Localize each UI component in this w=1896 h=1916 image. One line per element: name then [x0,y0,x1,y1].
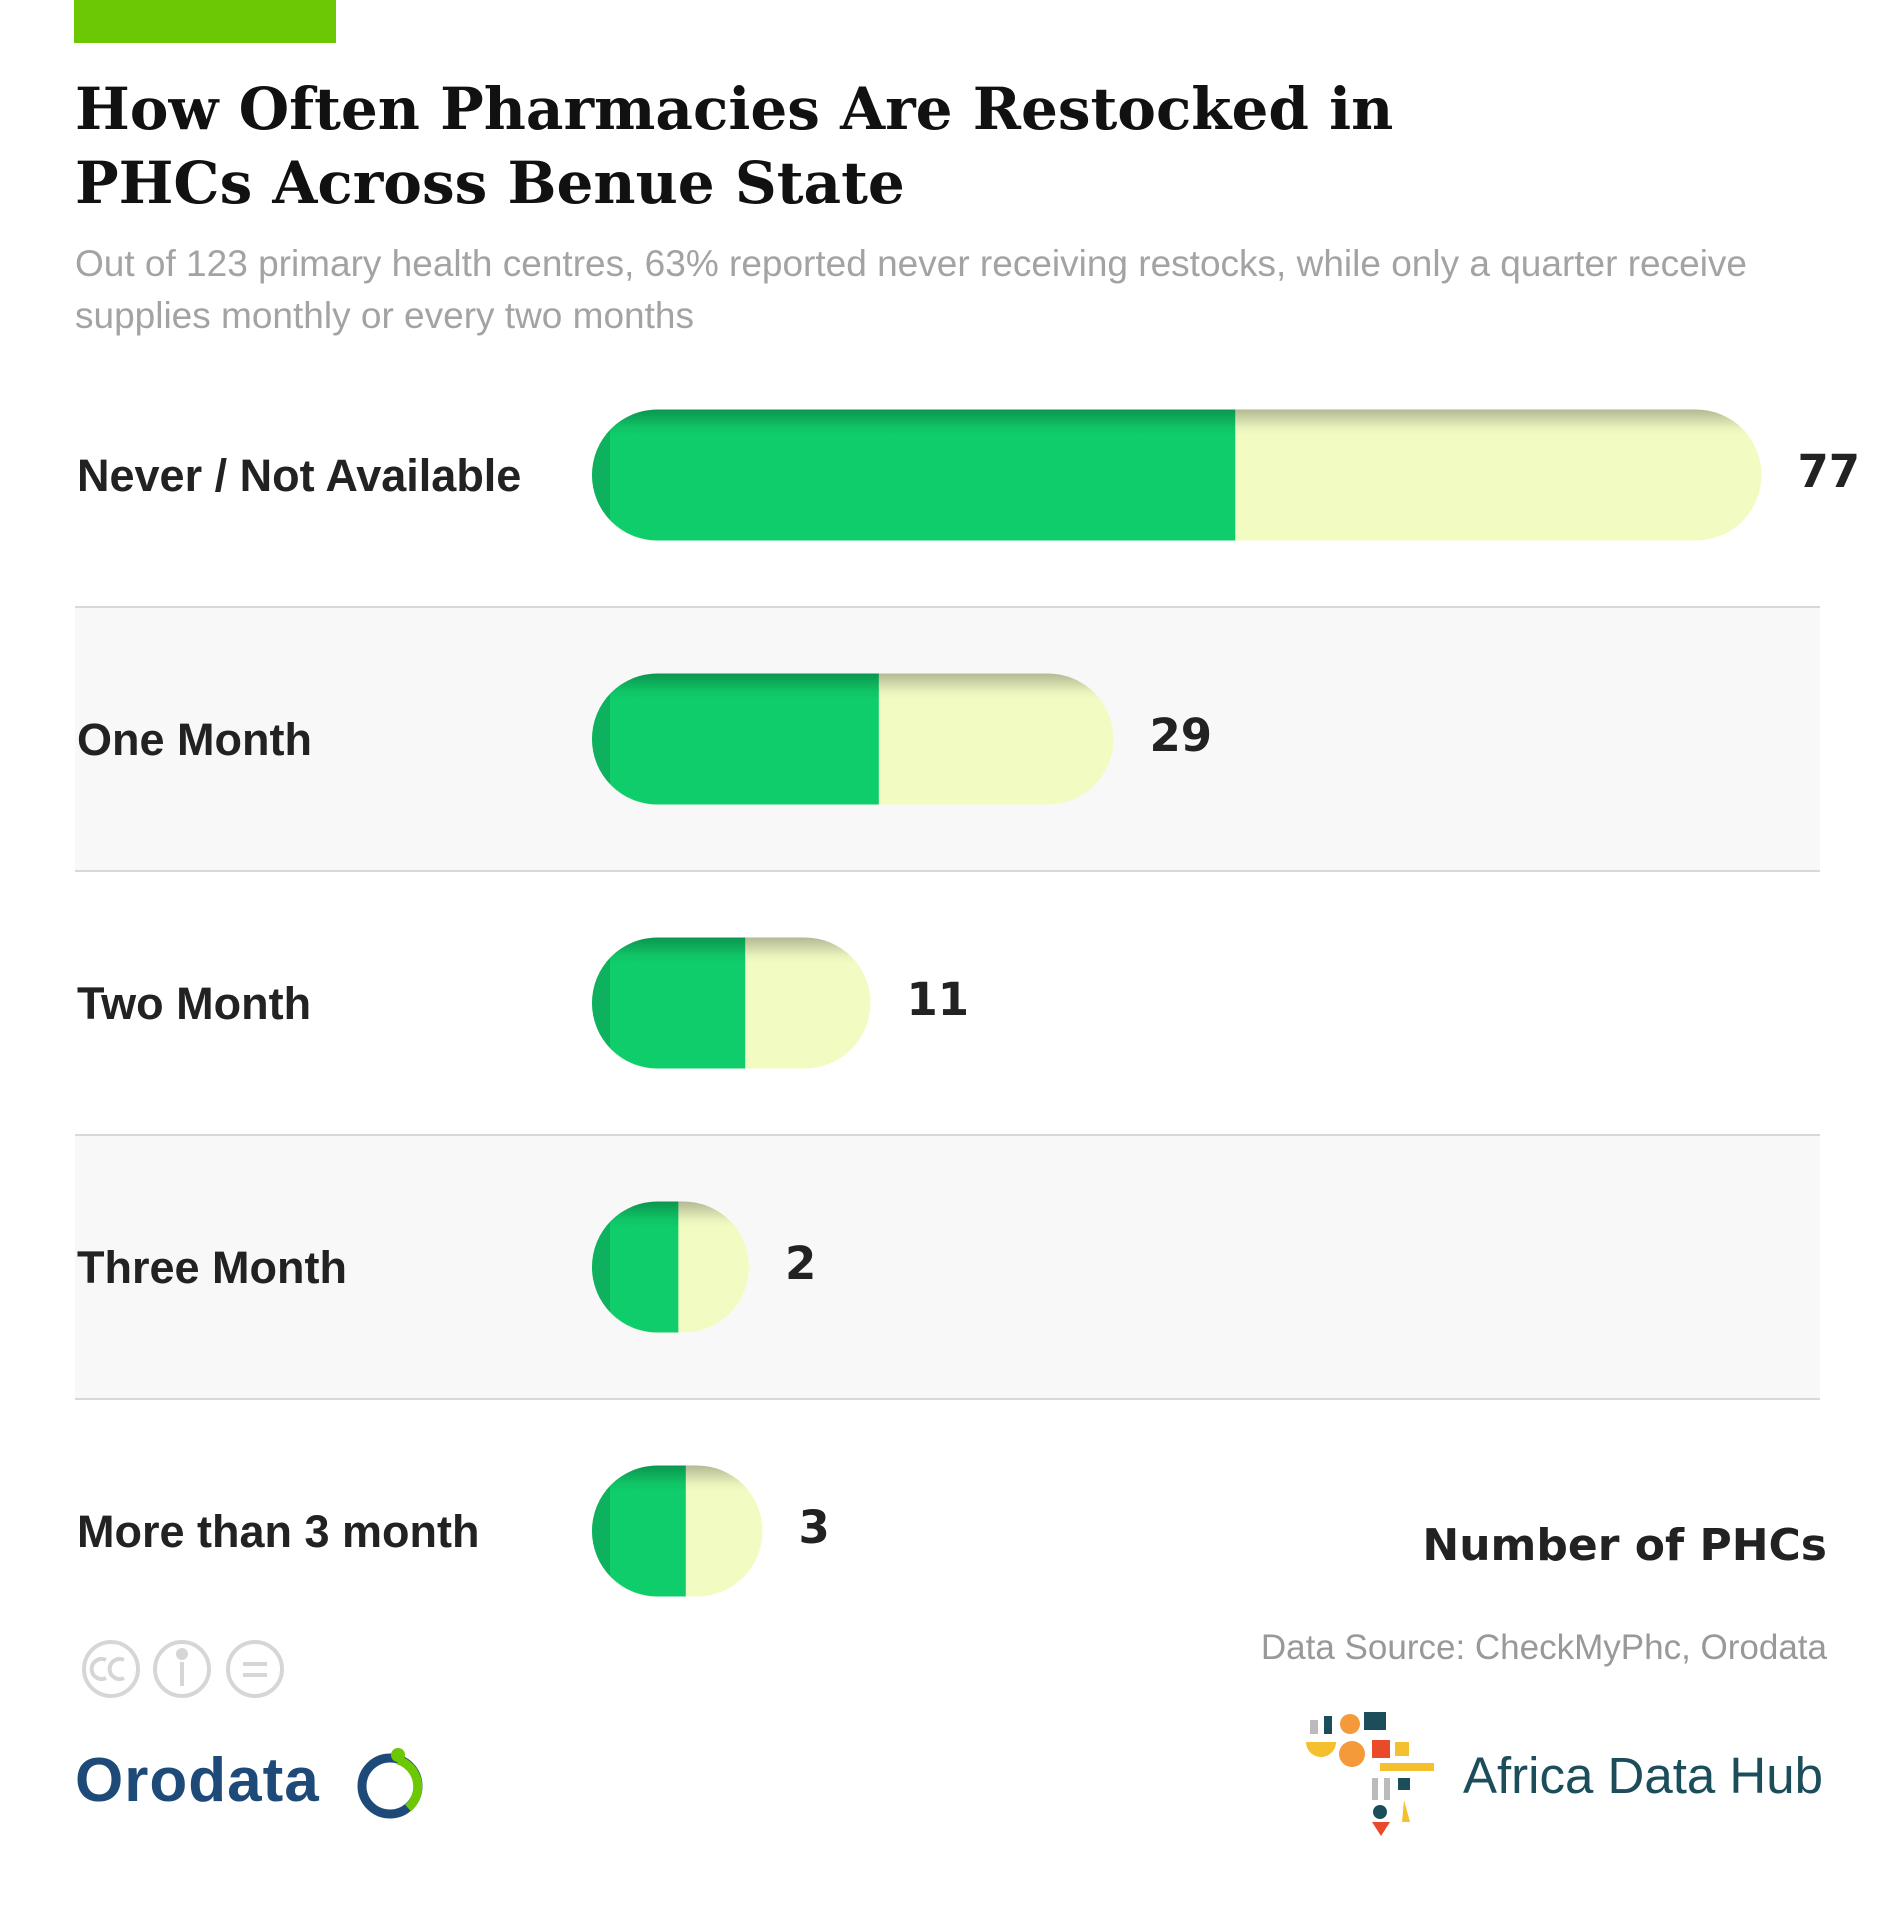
bar-edge-shade [592,409,610,541]
value-label: 11 [907,973,970,1026]
row-band [75,1135,1820,1399]
bar-fill-group [592,409,1236,541]
source: Data Source: CheckMyPhc, Orodata [1260,1628,1827,1667]
x-axis-label: Number of PHCs [1422,1520,1827,1571]
bar-fill-group [592,673,879,805]
orodata-mark [357,1748,423,1819]
bar-fill [592,673,879,805]
accent-bar [74,0,336,43]
chart-title: How Often Pharmacies Are Restocked in PH… [75,75,1394,217]
chart-subtitle: Out of 123 primary health centres, 63% r… [75,243,1747,336]
value-label: 77 [1798,445,1861,498]
category-label: One Month [77,714,312,765]
logo-text: Orodata [75,1746,320,1815]
bar-fill [592,409,1236,541]
bar-edge-shade [592,937,610,1069]
value-label: 29 [1150,709,1213,762]
bar-fill [592,937,746,1069]
bar-fill-group [592,937,746,1069]
category-label: Three Month [77,1242,347,1293]
adh-mark [1306,1712,1434,1836]
category-label: Two Month [77,978,311,1029]
value-label: 3 [799,1501,830,1554]
category-label: Never / Not Available [77,450,521,501]
value-label: 2 [785,1237,816,1290]
bar-edge-shade [592,1465,610,1597]
bar-fill-group [592,1465,686,1597]
category-label: More than 3 month [77,1506,480,1557]
license-icons [82,1640,284,1698]
partner-logo-text: Africa Data Hub [1463,1747,1823,1804]
